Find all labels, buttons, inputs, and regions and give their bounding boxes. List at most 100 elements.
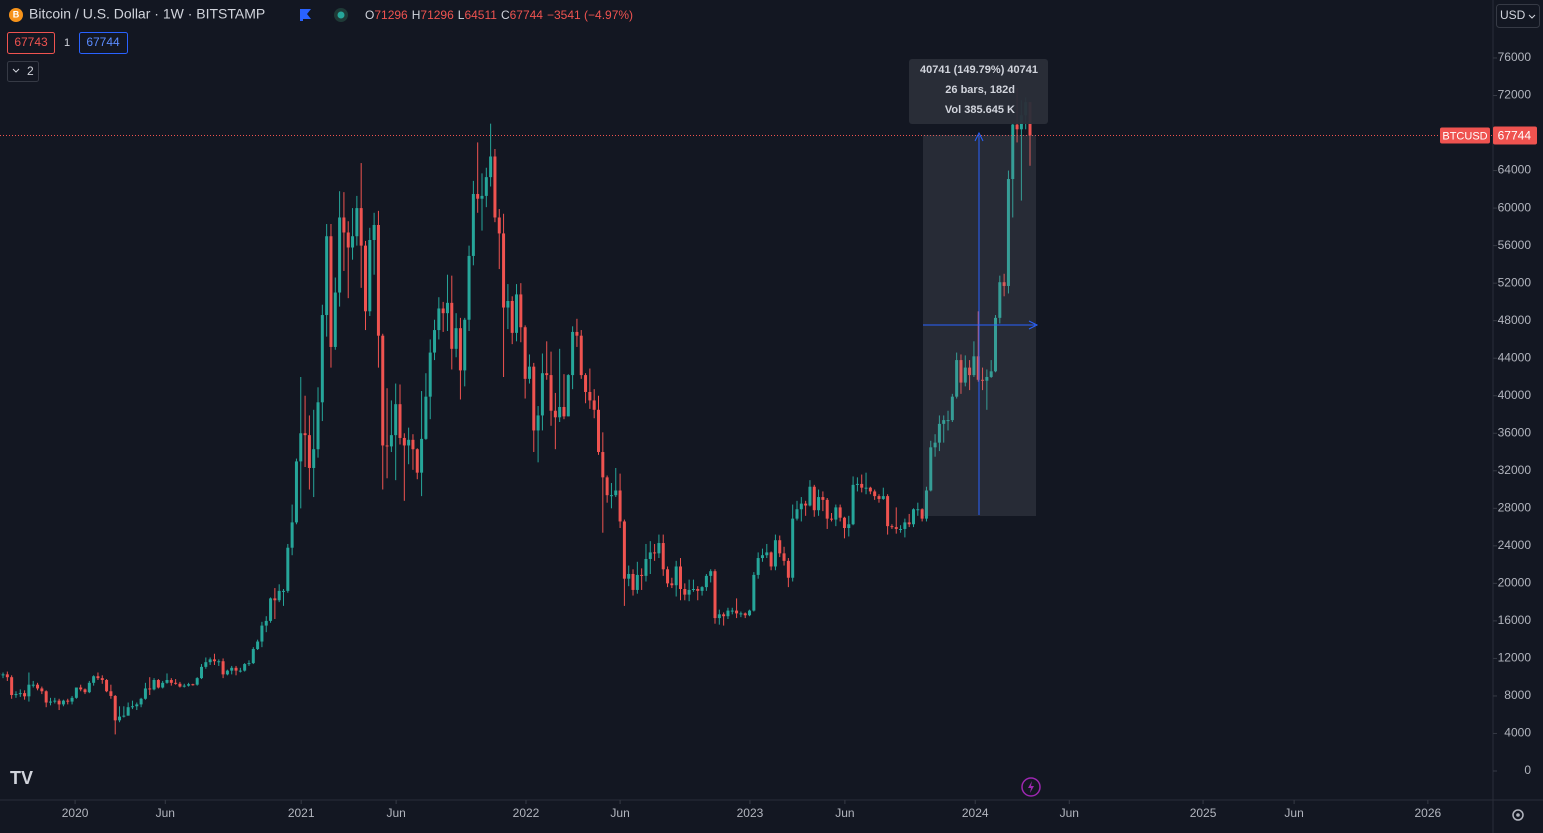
- flag-icon[interactable]: [300, 9, 311, 21]
- candle-body: [644, 558, 648, 576]
- candle-body: [130, 706, 134, 708]
- candle-body: [519, 294, 523, 328]
- candle-body: [1, 674, 5, 676]
- candle-body: [842, 517, 846, 529]
- currency-chevron: [1528, 14, 1536, 19]
- candle-body: [752, 574, 756, 611]
- candle-body: [5, 674, 9, 678]
- candle-body: [346, 232, 350, 248]
- candle-body: [920, 509, 924, 519]
- candle-body: [497, 217, 501, 234]
- x-tick-label: Jun: [610, 806, 629, 820]
- indicators-toggle[interactable]: [7, 61, 39, 82]
- candle-body: [230, 667, 234, 671]
- currency-button[interactable]: [1496, 4, 1540, 28]
- candle-body: [489, 156, 493, 178]
- y-tick-label: 24000: [1498, 538, 1532, 552]
- candle-body: [70, 697, 74, 702]
- candle-body: [739, 613, 743, 615]
- plot: [0, 88, 1493, 735]
- candle-body: [743, 613, 747, 616]
- candle-body: [536, 415, 540, 431]
- candle-body: [113, 695, 117, 721]
- candle-body: [804, 503, 808, 506]
- candle-body: [687, 589, 691, 595]
- candle-body: [950, 396, 954, 421]
- candle-body: [622, 521, 626, 579]
- candle-body: [320, 315, 324, 403]
- candle-body: [307, 435, 311, 468]
- candle-body: [890, 526, 894, 528]
- candle-body: [765, 552, 769, 556]
- candle-body: [549, 375, 553, 411]
- candle-body: [635, 574, 639, 590]
- candle-body: [217, 661, 221, 663]
- candle-body: [212, 659, 216, 662]
- symbol-tag: [1440, 127, 1490, 144]
- candle-body: [243, 664, 247, 671]
- candle-body: [200, 666, 204, 679]
- change: −3541 (−4.97%): [547, 8, 633, 22]
- measure-text: Vol 385.645 K: [945, 104, 1015, 116]
- y-tick-label: 32000: [1498, 463, 1532, 477]
- candle-body: [187, 684, 191, 686]
- h-value: 71296: [420, 8, 454, 22]
- bid[interactable]: 67743: [14, 35, 48, 49]
- measure-tooltip: [909, 59, 1048, 124]
- y-tick-label: 40000: [1498, 388, 1532, 402]
- candle-body: [579, 335, 583, 376]
- x-tick-label: 2026: [1415, 806, 1442, 820]
- lightning-icon[interactable]: [1021, 777, 1041, 797]
- settings-center: [1516, 813, 1520, 817]
- currency[interactable]: USD: [1500, 8, 1526, 22]
- tv-logo[interactable]: TV: [10, 768, 33, 788]
- candle-body: [661, 543, 665, 570]
- btc-icon: [9, 8, 23, 22]
- ask[interactable]: 67744: [86, 35, 120, 49]
- candle-body: [830, 518, 834, 520]
- candle-body: [264, 620, 268, 626]
- candle-body: [730, 610, 734, 612]
- y-tick-label: 76000: [1498, 50, 1532, 64]
- status-dot: [337, 11, 345, 19]
- candle-body: [10, 677, 14, 696]
- candle-body: [174, 682, 178, 684]
- candle-body: [972, 356, 976, 376]
- sell-button[interactable]: [7, 32, 55, 54]
- candle-body: [657, 543, 661, 554]
- candle-body: [407, 439, 411, 446]
- candle-body: [178, 683, 182, 687]
- y-tick-label: 16000: [1498, 613, 1532, 627]
- indicators-count[interactable]: 2: [27, 64, 34, 78]
- candle-body: [912, 509, 916, 525]
- candle-body: [18, 693, 22, 695]
- candle-body: [648, 552, 652, 559]
- candle-body: [355, 208, 359, 237]
- candle-body: [683, 588, 687, 595]
- candle-body: [148, 688, 152, 690]
- candle-body: [61, 700, 65, 705]
- candle-body: [674, 566, 678, 586]
- candle-body: [44, 691, 48, 703]
- candle-body: [566, 375, 570, 417]
- candle-body: [571, 331, 575, 376]
- candle-body: [929, 447, 933, 491]
- candle-body: [933, 442, 937, 448]
- candle-body: [899, 528, 903, 530]
- candle-body: [515, 294, 519, 333]
- candle-body: [894, 527, 898, 529]
- settings-icon[interactable]: [1512, 809, 1524, 821]
- candle-body: [169, 680, 173, 683]
- candle-body: [152, 680, 156, 690]
- buy-button[interactable]: [79, 32, 128, 54]
- y-tick-label: 36000: [1498, 425, 1532, 439]
- candle-body: [221, 661, 225, 675]
- candle-body: [666, 569, 670, 584]
- candle-body: [359, 208, 363, 246]
- candle-body: [769, 552, 773, 567]
- candle-body: [303, 433, 307, 436]
- candle-body: [860, 483, 864, 488]
- candle-body: [333, 292, 337, 347]
- symbol-title[interactable]: Bitcoin / U.S. Dollar · 1W · BITSTAMP: [29, 6, 265, 22]
